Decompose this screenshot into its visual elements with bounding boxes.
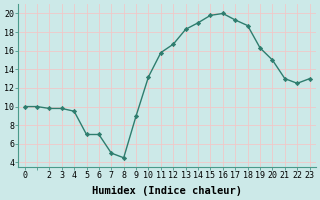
X-axis label: Humidex (Indice chaleur): Humidex (Indice chaleur): [92, 186, 242, 196]
